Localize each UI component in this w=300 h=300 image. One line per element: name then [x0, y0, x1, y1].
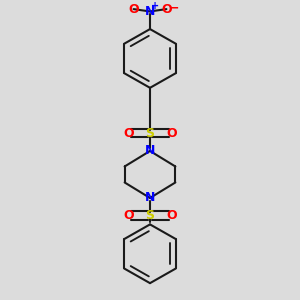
Text: O: O [166, 127, 177, 140]
Text: O: O [128, 3, 139, 16]
Text: N: N [145, 5, 155, 18]
Text: +: + [151, 1, 159, 11]
Text: −: − [169, 1, 179, 14]
Text: S: S [146, 209, 154, 222]
Text: O: O [123, 127, 134, 140]
Text: O: O [161, 3, 172, 16]
Text: O: O [166, 209, 177, 222]
Text: S: S [146, 127, 154, 140]
Text: O: O [123, 209, 134, 222]
Text: N: N [145, 145, 155, 158]
Text: N: N [145, 191, 155, 205]
